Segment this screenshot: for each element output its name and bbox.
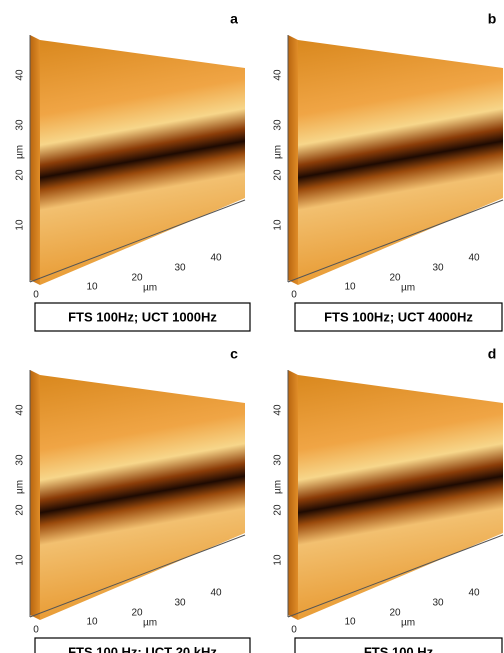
side-wall — [288, 35, 298, 285]
y-tick-label: 10 — [273, 219, 284, 231]
x-axis-label: µm — [143, 283, 157, 294]
origin-label: 0 — [33, 625, 39, 636]
panel: c 40 30 20 10 µm 0 10 20 30 40 µm FTS 100 Hz; UCT 20… — [15, 346, 250, 653]
x-tick-label: 30 — [174, 598, 186, 609]
y-tick-label: 40 — [15, 404, 26, 416]
y-axis-label: µm — [15, 480, 26, 494]
surface-image — [298, 40, 503, 285]
y-axis-label: µm — [273, 145, 284, 159]
x-tick-label: 30 — [432, 598, 444, 609]
panel: d 40 30 20 10 µm 0 10 20 30 40 µm FTS 100 Hz — [273, 346, 503, 653]
y-tick-label: 10 — [15, 554, 26, 566]
x-tick-label: 40 — [210, 253, 222, 264]
x-tick-label: 10 — [86, 282, 98, 293]
y-tick-label: 30 — [15, 454, 26, 466]
surface-image — [40, 375, 245, 620]
x-axis-label: µm — [143, 618, 157, 629]
x-tick-label: 20 — [131, 273, 143, 284]
x-axis-label: µm — [401, 283, 415, 294]
y-tick-label: 20 — [273, 504, 284, 516]
y-tick-label: 20 — [15, 169, 26, 181]
x-tick-label: 40 — [210, 588, 222, 599]
y-axis-label: µm — [15, 145, 26, 159]
origin-label: 0 — [33, 290, 39, 301]
panel-label: a — [230, 11, 238, 27]
side-wall — [30, 35, 40, 285]
panel-label: b — [488, 11, 497, 27]
x-tick-label: 20 — [389, 608, 401, 619]
x-tick-label: 10 — [344, 282, 356, 293]
y-tick-label: 10 — [273, 554, 284, 566]
y-axis-label: µm — [273, 480, 284, 494]
y-tick-label: 40 — [273, 69, 284, 81]
y-tick-label: 40 — [273, 404, 284, 416]
y-tick-label: 40 — [15, 69, 26, 81]
x-tick-label: 40 — [468, 588, 480, 599]
y-tick-label: 30 — [273, 454, 284, 466]
surface-image — [40, 40, 245, 285]
figure: a 40 30 20 10 µm 0 10 20 30 40 µm FTS 100Hz; UCT 100… — [0, 0, 504, 653]
caption: FTS 100Hz; UCT 1000Hz — [68, 309, 217, 324]
y-tick-label: 30 — [15, 119, 26, 131]
y-tick-label: 10 — [15, 219, 26, 231]
x-tick-label: 10 — [344, 617, 356, 628]
x-tick-label: 30 — [432, 263, 444, 274]
y-tick-label: 20 — [15, 504, 26, 516]
caption: FTS 100Hz; UCT 4000Hz — [324, 309, 473, 324]
x-tick-label: 30 — [174, 263, 186, 274]
panel: b 40 30 20 10 µm 0 10 20 30 40 µm FTS 100Hz; UCT 400… — [273, 11, 503, 331]
x-tick-label: 10 — [86, 617, 98, 628]
caption: FTS 100 Hz — [364, 644, 434, 653]
surface-image — [298, 375, 503, 620]
panel-label: c — [230, 346, 238, 362]
origin-label: 0 — [291, 625, 297, 636]
panel-label: d — [488, 346, 497, 362]
side-wall — [30, 370, 40, 620]
x-axis-label: µm — [401, 618, 415, 629]
panel: a 40 30 20 10 µm 0 10 20 30 40 µm FTS 100Hz; UCT 100… — [15, 11, 250, 331]
caption: FTS 100 Hz; UCT 20 kHz — [68, 644, 217, 653]
x-tick-label: 20 — [131, 608, 143, 619]
x-tick-label: 20 — [389, 273, 401, 284]
y-tick-label: 20 — [273, 169, 284, 181]
x-tick-label: 40 — [468, 253, 480, 264]
side-wall — [288, 370, 298, 620]
y-tick-label: 30 — [273, 119, 284, 131]
origin-label: 0 — [291, 290, 297, 301]
